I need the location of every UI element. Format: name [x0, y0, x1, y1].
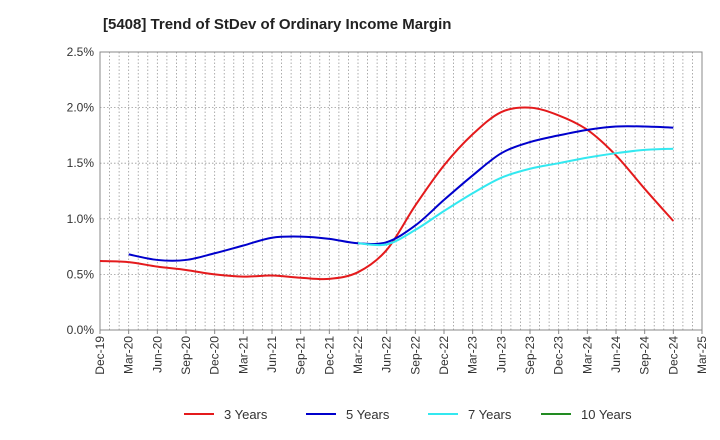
x-tick-label: Dec-24 [666, 336, 680, 375]
x-tick-label: Sep-22 [408, 336, 422, 375]
series-lines [99, 106, 675, 281]
y-axis-ticks: 0.0% 0.5% 1.0% 1.5% 2.0% 2.5% [67, 45, 95, 337]
x-axis-ticks: Dec-19 Mar-20 Jun-20 Sep-20 Dec-20 Mar-21 Jun-… [93, 330, 709, 375]
y-tick-label: 0.0% [67, 323, 95, 337]
legend-label: 10 Years [581, 407, 632, 422]
x-tick-label: Dec-23 [552, 336, 566, 375]
x-tick-label: Dec-21 [322, 336, 336, 375]
legend: 3 Years 5 Years 7 Years 10 Years [184, 407, 632, 422]
y-tick-label: 1.0% [67, 212, 95, 226]
x-tick-label: Sep-24 [638, 336, 652, 375]
x-tick-label: Dec-22 [437, 336, 451, 375]
x-tick-label: Mar-25 [695, 336, 709, 374]
x-tick-label: Mar-23 [466, 336, 480, 374]
series-line-3-years [99, 106, 675, 281]
chart-title: [5408] Trend of StDev of Ordinary Income… [103, 16, 451, 33]
x-tick-label: Dec-20 [208, 336, 222, 375]
x-tick-label: Dec-19 [93, 336, 107, 375]
x-tick-label: Sep-23 [523, 336, 537, 375]
plot-frame [99, 51, 703, 331]
x-tick-label: Jun-22 [380, 336, 394, 373]
x-tick-label: Jun-21 [265, 336, 279, 373]
gridlines [100, 52, 702, 330]
y-tick-label: 1.5% [67, 156, 95, 170]
y-tick-label: 0.5% [67, 267, 95, 281]
x-tick-label: Mar-20 [122, 336, 136, 374]
x-tick-label: Mar-22 [351, 336, 365, 374]
x-tick-label: Mar-21 [236, 336, 250, 374]
y-tick-label: 2.0% [67, 101, 95, 115]
x-tick-label: Jun-23 [494, 336, 508, 373]
x-tick-label: Jun-24 [609, 336, 623, 373]
series-line-5-years [128, 125, 674, 262]
y-tick-label: 2.5% [67, 45, 95, 59]
x-tick-label: Sep-21 [294, 336, 308, 375]
legend-label: 3 Years [224, 407, 268, 422]
x-tick-label: Jun-20 [150, 336, 164, 373]
series-line-7-years [357, 147, 674, 247]
x-tick-label: Mar-24 [580, 336, 594, 374]
legend-label: 5 Years [346, 407, 390, 422]
x-tick-label: Sep-20 [179, 336, 193, 375]
legend-label: 7 Years [468, 407, 512, 422]
